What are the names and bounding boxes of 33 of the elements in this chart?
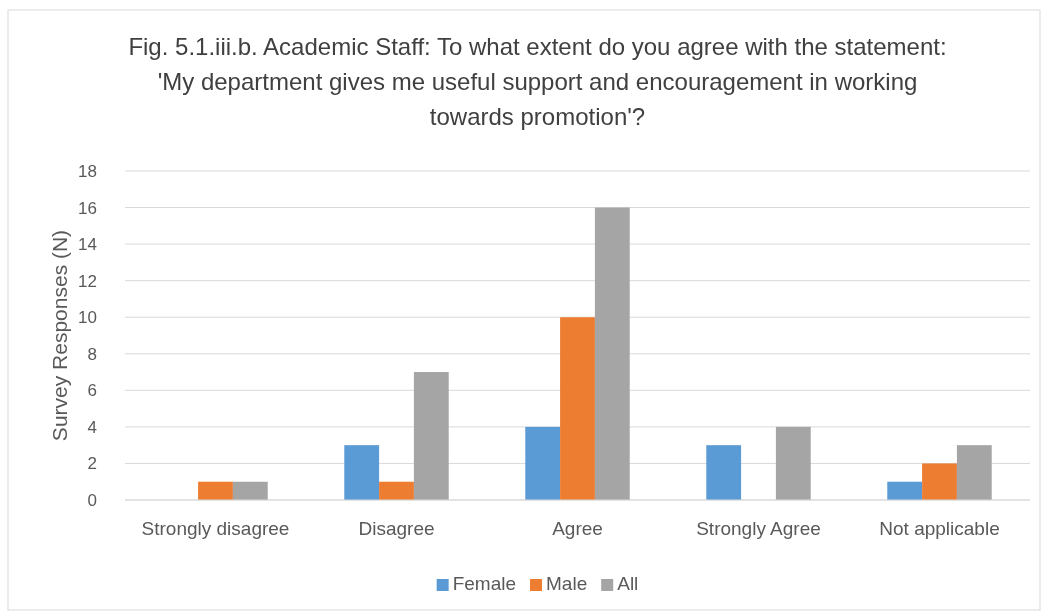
y-axis-title: Survey Responses (N) xyxy=(48,229,71,442)
bar xyxy=(344,445,380,500)
x-tick-label: Not applicable xyxy=(879,518,1000,540)
y-tick-label: 0 xyxy=(87,490,97,510)
bar xyxy=(198,481,233,500)
legend-label: Female xyxy=(452,573,517,594)
x-tick-label: Strongly disagree xyxy=(141,518,290,540)
y-tick-label: 4 xyxy=(87,417,97,437)
y-tick-label: 16 xyxy=(78,198,97,218)
bar xyxy=(956,445,992,500)
y-tick-label: 12 xyxy=(78,271,97,291)
y-tick-label: 2 xyxy=(87,454,97,474)
bar xyxy=(594,207,630,500)
bar xyxy=(706,445,742,500)
x-tick-label: Strongly Agree xyxy=(696,518,821,540)
bar xyxy=(525,426,561,500)
y-tick-label: 8 xyxy=(87,344,97,364)
x-tick-label: Disagree xyxy=(358,518,435,540)
y-tick-label: 14 xyxy=(78,235,97,255)
y-tick-label: 10 xyxy=(78,308,97,328)
bar xyxy=(413,372,449,500)
legend-label: All xyxy=(617,573,639,594)
bar xyxy=(887,481,923,500)
chart-title: Fig. 5.1.iii.b. Academic Staff: To what extent do you agree with the statement: 'My department gives me useful support and encouragement in working towards promotion'? xyxy=(128,33,947,130)
y-tick-label: 6 xyxy=(87,381,97,401)
bar xyxy=(560,317,595,500)
x-tick-label: Agree xyxy=(552,518,603,540)
legend-label: Male xyxy=(546,573,588,594)
bar xyxy=(232,481,268,500)
bar xyxy=(922,463,957,500)
y-tick-label: 18 xyxy=(78,161,97,181)
bar xyxy=(775,426,811,500)
bar xyxy=(379,481,414,500)
